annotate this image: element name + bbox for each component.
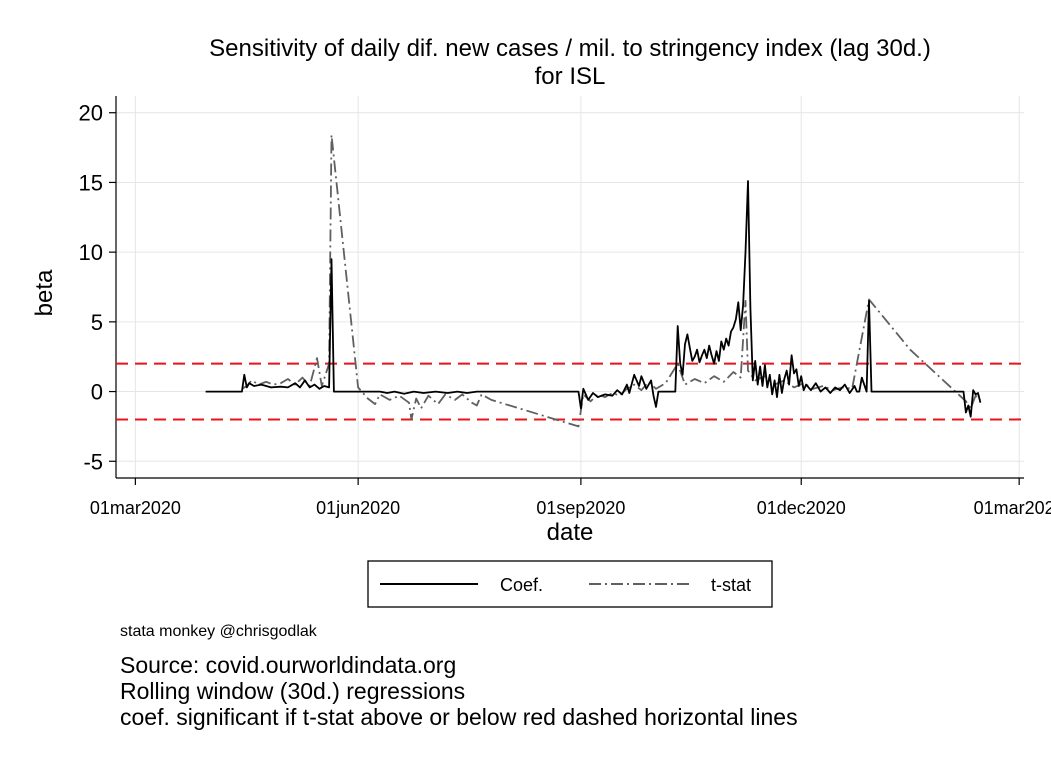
- source-note: Source: covid.ourworldindata.org: [120, 652, 457, 678]
- credit-note: stata monkey @chrisgodlak: [120, 623, 317, 640]
- y-tick-label: 20: [79, 101, 103, 126]
- x-tick-label: 01mar2020: [90, 498, 181, 518]
- series-lines: [205, 134, 982, 428]
- y-tick-label: 15: [79, 170, 103, 195]
- chart-title: Sensitivity of daily dif. new cases / mi…: [209, 35, 931, 62]
- y-ticks: 20 15 10 5 0 -5: [79, 101, 116, 474]
- x-axis-title: date: [547, 519, 594, 546]
- significance-note: coef. significant if t-stat above or bel…: [120, 704, 798, 730]
- gridlines: [116, 96, 1024, 478]
- x-tick-label: 01mar2021: [974, 498, 1051, 518]
- legend: Coef. t-stat: [367, 560, 773, 608]
- series-line-coef: [205, 180, 982, 418]
- y-tick-label: -5: [83, 449, 103, 474]
- chart: Sensitivity of daily dif. new cases / mi…: [31, 35, 1051, 608]
- x-tick-label: 01jun2020: [316, 498, 400, 518]
- x-tick-label: 01dec2020: [757, 498, 846, 518]
- method-note: Rolling window (30d.) regressions: [120, 678, 466, 704]
- x-ticks: 01mar2020 01jun2020 01sep2020 01dec2020 01ma…: [90, 478, 1051, 518]
- y-axis-title: beta: [31, 269, 58, 316]
- y-tick-label: 5: [91, 310, 103, 335]
- axes: [115, 96, 1024, 479]
- y-tick-label: 10: [79, 240, 103, 265]
- legend-label-coef: Coef.: [500, 575, 543, 595]
- chart-subtitle: for ISL: [535, 63, 606, 90]
- legend-label-tstat: t-stat: [711, 575, 751, 595]
- y-tick-label: 0: [91, 380, 103, 405]
- x-tick-label: 01sep2020: [536, 498, 625, 518]
- chart-notes: stata monkey @chrisgodlak Source: covid.…: [120, 623, 798, 731]
- series-line-tstat: [241, 134, 981, 428]
